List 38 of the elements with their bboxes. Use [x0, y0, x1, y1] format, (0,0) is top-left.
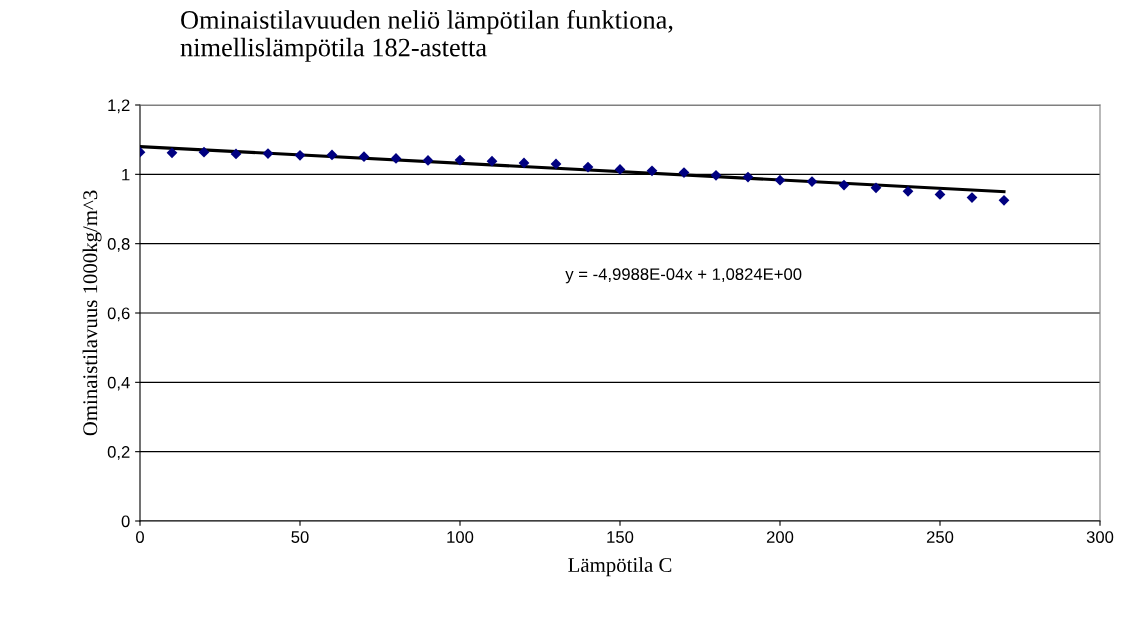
- x-axis-title: Lämpötila C: [568, 557, 672, 577]
- point: [486, 155, 498, 167]
- y-tick-label: 0,2: [107, 446, 130, 460]
- point: [230, 148, 242, 160]
- point: [998, 194, 1010, 206]
- y-axis-title: Ominaistilavuus 1000kg/m^3: [82, 190, 102, 436]
- y-tick-label: 1,2: [108, 99, 130, 114]
- y-tick-label: 0,8: [107, 238, 130, 252]
- point: [774, 174, 786, 186]
- chart-title: Ominaistilavuuden neliö lämpötilan funktiona, nimellislämpötila 182-astetta: [180, 10, 673, 62]
- point: [454, 154, 466, 166]
- point: [838, 179, 850, 191]
- point: [550, 158, 562, 170]
- point: [742, 171, 754, 183]
- y-tick-label: 0,4: [107, 376, 130, 391]
- x-tick-label: 150: [607, 531, 634, 543]
- y-tick-label: 0: [121, 515, 130, 528]
- point: [582, 161, 594, 173]
- point: [326, 149, 338, 161]
- y-tick-label: 1: [122, 168, 130, 181]
- point: [710, 169, 722, 181]
- x-tick-label: 250: [926, 531, 954, 543]
- x-tick-label: 200: [766, 531, 794, 543]
- point: [166, 147, 178, 159]
- point: [198, 146, 210, 158]
- point: [646, 165, 658, 177]
- x-tick-label: 300: [1086, 531, 1114, 543]
- point: [294, 149, 306, 161]
- annotation: y = -4,9988E-04x + 1,0824E+00: [565, 268, 802, 284]
- x-tick-label: 100: [447, 531, 474, 543]
- point: [390, 153, 402, 164]
- point: [902, 185, 914, 197]
- y-tick-label: 0,6: [107, 307, 130, 322]
- x-tick-label: 0: [136, 531, 144, 543]
- point: [358, 151, 370, 163]
- point: [518, 157, 530, 169]
- point: [870, 182, 882, 194]
- x-tick-label: 50: [291, 531, 309, 543]
